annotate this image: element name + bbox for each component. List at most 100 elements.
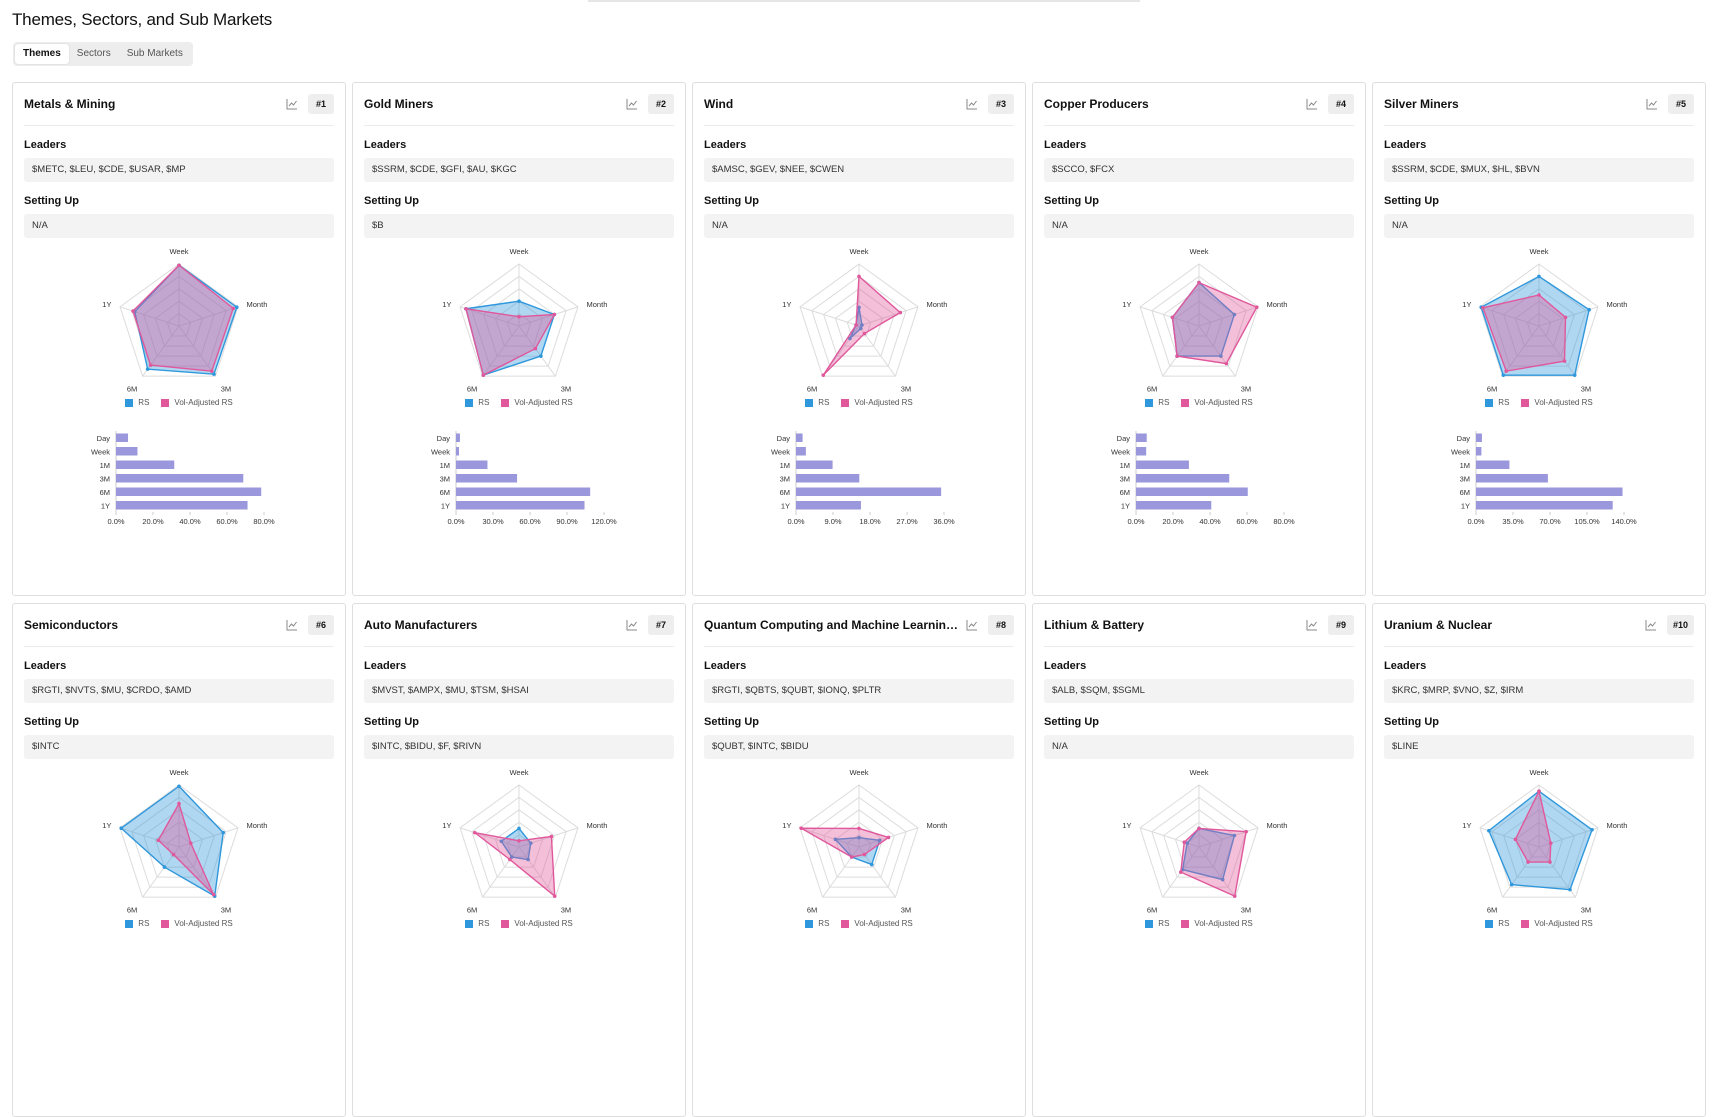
radar-axis-label: Month [1267, 821, 1288, 830]
radar-axis-label: Month [587, 300, 608, 309]
radar-grid-ring [166, 833, 192, 858]
radar-chart: Week Month 3M 6M 1Y [782, 769, 947, 914]
rs-series-point [857, 305, 861, 310]
radar-grid-ring [846, 312, 872, 337]
performance-bar [456, 447, 459, 456]
performance-bar [1136, 487, 1248, 496]
chart-button[interactable] [624, 96, 640, 112]
performance-bar-chart: Day Week 1M 3M 6M 1Y 0.0% 9.0% 18.0% 27.0% 36.0% [771, 431, 955, 526]
radar-grid-ring [459, 263, 579, 377]
leaders-tickers: $KRC, $MRP, $VNO, $Z, $IRM [1384, 679, 1694, 703]
radar-grid-ring [1503, 288, 1575, 357]
vol-rs-series-point [1175, 354, 1179, 358]
theme-card: Quantum Computing and Machine Learning (… [692, 603, 1026, 1117]
bar-category-label: 3M [1460, 475, 1470, 484]
chart-button[interactable] [624, 617, 640, 633]
tab-sectors[interactable]: Sectors [76, 48, 111, 59]
rs-series-point [221, 830, 226, 835]
vol-rs-series-point [148, 363, 153, 367]
bar-category-label: 1Y [441, 502, 450, 511]
bar-tick-label: 0.0% [107, 517, 124, 526]
legend-swatch-vol-rs [841, 919, 850, 928]
line-chart-icon [1306, 99, 1317, 110]
card-title: Uranium & Nuclear [1384, 618, 1493, 632]
legend-label-vol-rs: Vol-Adjusted RS [1534, 919, 1593, 928]
radar-axis-label: 3M [221, 384, 231, 393]
chart-button[interactable] [964, 96, 980, 112]
leaders-label: Leaders [704, 139, 747, 151]
vol-rs-series-point [1224, 361, 1229, 366]
performance-bar-chart: Day Week 1M 3M 6M 1Y 0.0% 30.0% 60.0% 90.0% 120.0% [431, 431, 617, 526]
top-border [588, 0, 1140, 2]
radar-grid-ring [834, 821, 884, 868]
radar-chart: Week Month 3M 6M 1Y [102, 769, 267, 914]
radar-spoke [1198, 827, 1259, 848]
radar-axis-label: 1Y [1462, 821, 1471, 830]
chart-button[interactable] [284, 617, 300, 633]
rs-series-point [857, 835, 861, 840]
radar-grid-ring [154, 300, 204, 347]
radar-axis-label: 3M [901, 384, 911, 393]
vol-rs-series-point [552, 312, 557, 317]
radar-grid-ring [471, 796, 567, 888]
radar-spoke [1538, 325, 1576, 377]
bar-category-label: 6M [1120, 488, 1130, 497]
setting-up-tickers: N/A [1384, 214, 1694, 238]
radar-grid-ring [799, 784, 919, 898]
legend-swatch-vol-rs [501, 398, 510, 407]
chart-button[interactable] [1644, 96, 1660, 112]
leaders-tickers: $AMSC, $GEV, $NEE, $CWEN [704, 158, 1014, 182]
performance-bar [796, 433, 803, 442]
radar-spoke [1139, 306, 1200, 327]
vol-rs-series-area [1180, 827, 1247, 898]
bar-category-label: Week [1111, 448, 1130, 457]
rank-badge: #8 [988, 615, 1014, 635]
legend-item-rs: RS [1485, 919, 1509, 928]
radar-axis-label: 6M [1147, 905, 1157, 914]
tab-sub-markets[interactable]: Sub Markets [126, 48, 183, 59]
legend-swatch-vol-rs [161, 398, 170, 407]
rs-series-area [120, 785, 224, 898]
radar-spoke [482, 325, 520, 377]
vol-rs-series-point [1244, 829, 1248, 834]
radar-axis-label: 3M [561, 905, 571, 914]
vol-rs-series-point [857, 274, 861, 279]
legend-swatch-rs [1145, 398, 1154, 407]
chart-button[interactable] [964, 617, 980, 633]
chart-button[interactable] [1304, 96, 1320, 112]
radar-spoke [799, 827, 860, 848]
radar-spoke [518, 846, 556, 898]
chart-legend: RS Vol-Adjusted RS [1044, 919, 1354, 928]
tab-bar: Themes Sectors Sub Markets [13, 42, 193, 66]
theme-card: Lithium & Battery #9 Leaders $ALB, $SQM, $S… [1032, 603, 1366, 1117]
vol-rs-series-point [1481, 305, 1485, 310]
bar-tick-label: 0.0% [787, 517, 804, 526]
legend-item-rs: RS [125, 919, 149, 928]
tab-themes[interactable]: Themes [15, 44, 69, 64]
vol-rs-series-point [209, 369, 214, 373]
vol-rs-series-area [1482, 294, 1567, 372]
legend-item-rs: RS [465, 919, 489, 928]
legend-swatch-rs [1485, 398, 1494, 407]
radar-axis-label: 3M [1581, 905, 1591, 914]
radar-axis-label: 3M [1241, 384, 1251, 393]
chart-button[interactable] [284, 96, 300, 112]
bar-category-label: Day [97, 434, 111, 443]
radar-grid-ring [154, 821, 204, 868]
vol-rs-series-area [464, 307, 556, 377]
legend-item-vol-rs: Vol-Adjusted RS [1521, 919, 1593, 928]
line-chart-icon [626, 620, 637, 631]
radar-axis-label: Month [247, 300, 268, 309]
bar-tick-label: 35.0% [1502, 517, 1524, 526]
radar-chart: Week Month 3M 6M 1Y [1122, 769, 1288, 914]
chart-button[interactable] [1304, 617, 1320, 633]
leaders-tickers: $SSRM, $CDE, $GFI, $AU, $KGC [364, 158, 674, 182]
rs-series-point [1185, 841, 1190, 845]
line-chart-icon [626, 99, 637, 110]
vol-rs-series-point [854, 323, 858, 327]
rank-badge: #4 [1328, 94, 1354, 114]
chart-button[interactable] [1643, 617, 1659, 633]
performance-bar [456, 487, 591, 496]
card-title: Gold Miners [364, 97, 434, 111]
bar-tick-label: 0.0% [1467, 517, 1484, 526]
